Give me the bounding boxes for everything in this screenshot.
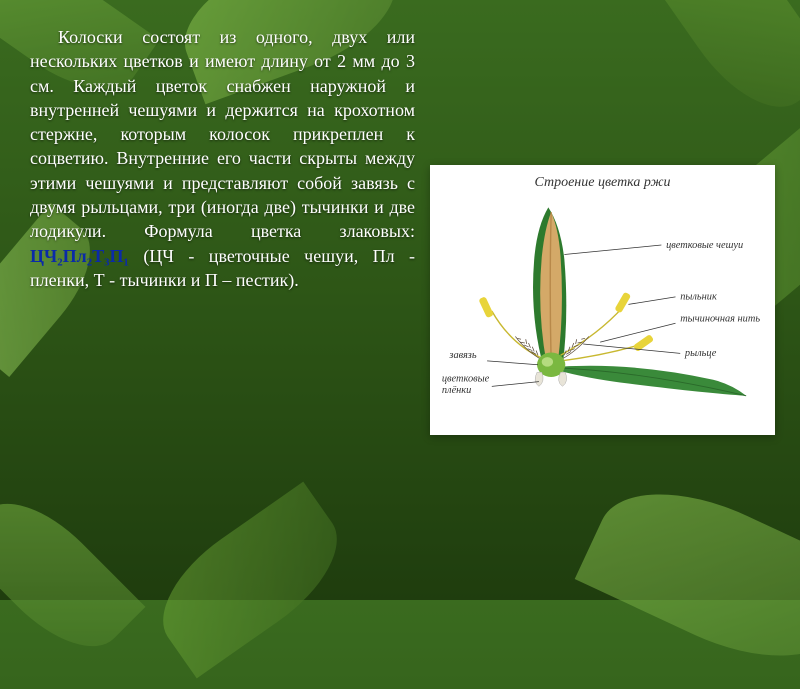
stamen-right-upper: [561, 292, 632, 356]
diagram-column: Строение цветка ржи: [415, 25, 775, 575]
label-anther: пыльник: [680, 292, 717, 303]
label-ovary: завязь: [448, 350, 476, 361]
label-films-1: цветковые: [442, 374, 490, 385]
label-films-2: плёнки: [442, 385, 471, 396]
body-paragraph: Колоски состоят из одного, двух или неск…: [30, 25, 415, 292]
label-stigma: рыльце: [684, 348, 717, 359]
lower-leaf: [548, 366, 746, 396]
paragraph-text: Колоски состоят из одного, двух или неск…: [30, 27, 415, 241]
flower-diagram: Строение цветка ржи: [430, 165, 775, 435]
film-right: [559, 372, 567, 386]
label-filament: тычиночная нить: [680, 313, 760, 324]
film-left: [535, 372, 543, 386]
diagram-svg: цветковые чешуи пыльник тычиночная нить …: [440, 196, 765, 426]
stamen-left: [478, 296, 541, 358]
slide-content: Колоски состоят из одного, двух или неск…: [0, 0, 800, 600]
label-scales: цветковые чешуи: [666, 240, 743, 251]
text-column: Колоски состоят из одного, двух или неск…: [30, 25, 415, 575]
diagram-title: Строение цветка ржи: [440, 175, 765, 191]
flower-formula: ЦЧ₂Пл₂Т₃П₁: [30, 246, 143, 266]
